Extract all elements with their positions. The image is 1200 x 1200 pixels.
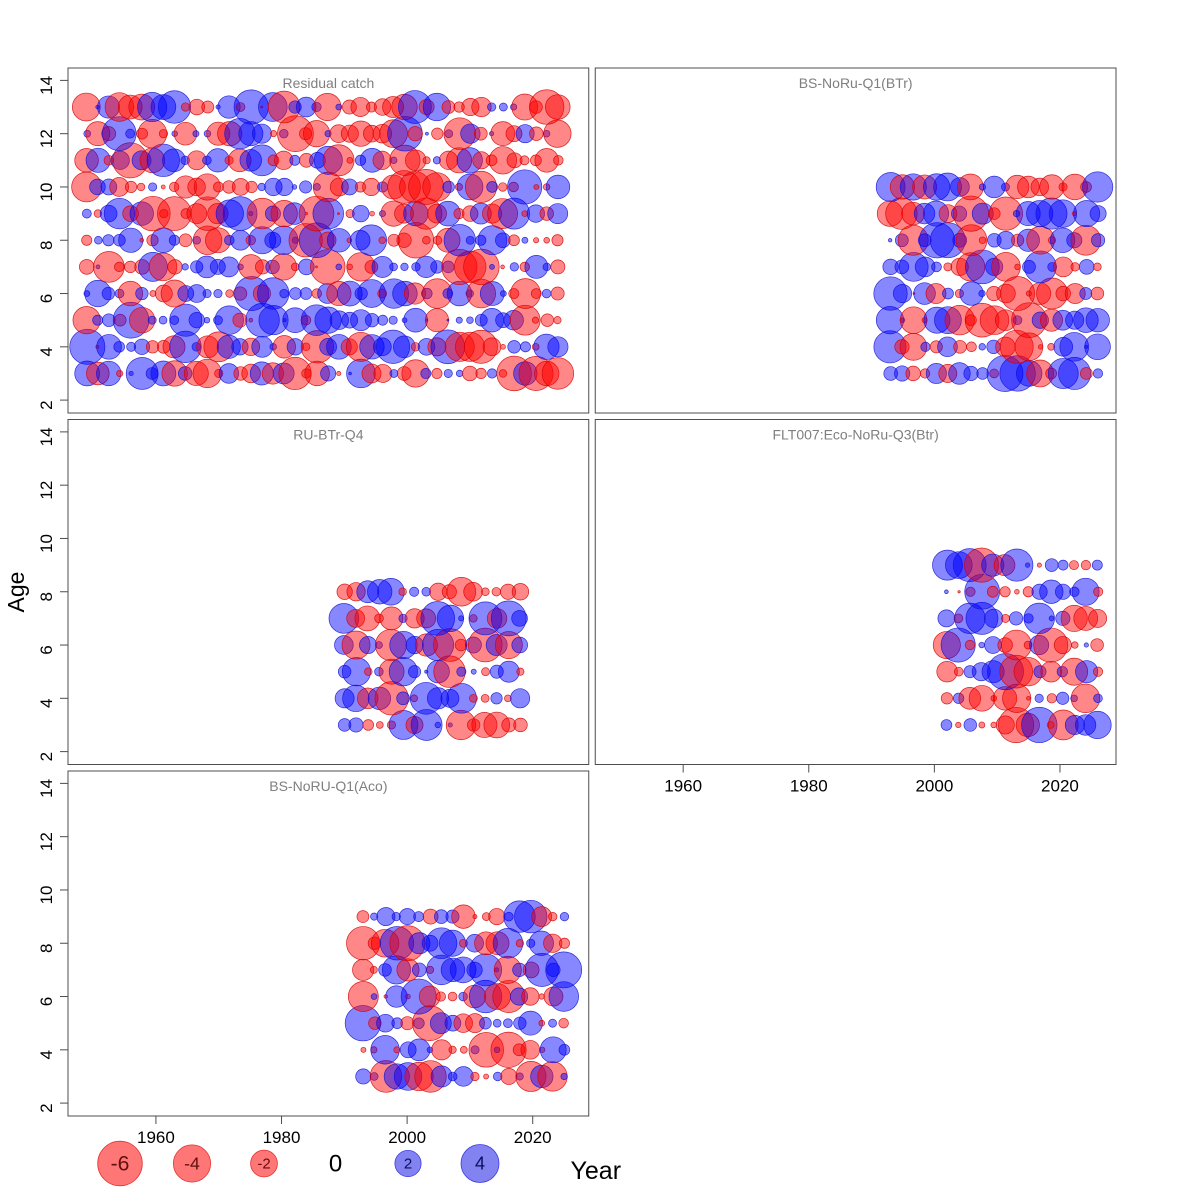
svg-text:6: 6 <box>37 997 56 1006</box>
svg-text:6: 6 <box>37 294 56 303</box>
svg-text:4: 4 <box>37 1050 56 1059</box>
svg-text:8: 8 <box>37 241 56 250</box>
svg-text:1960: 1960 <box>664 777 702 796</box>
svg-text:0: 0 <box>329 1151 342 1178</box>
svg-text:12: 12 <box>37 832 56 851</box>
svg-text:2: 2 <box>37 400 56 409</box>
svg-text:2000: 2000 <box>915 777 953 796</box>
svg-text:10: 10 <box>37 182 56 201</box>
svg-text:8: 8 <box>37 592 56 601</box>
svg-text:RU-BTr-Q4: RU-BTr-Q4 <box>293 427 363 443</box>
svg-text:10: 10 <box>37 534 56 553</box>
svg-text:2: 2 <box>37 752 56 761</box>
svg-text:-4: -4 <box>184 1153 200 1173</box>
svg-text:14: 14 <box>37 76 56 95</box>
svg-text:1980: 1980 <box>263 1128 301 1147</box>
svg-text:-6: -6 <box>111 1152 130 1175</box>
svg-text:8: 8 <box>37 944 56 953</box>
svg-text:FLT007:Eco-NoRu-Q3(Btr): FLT007:Eco-NoRu-Q3(Btr) <box>773 427 939 443</box>
svg-text:1960: 1960 <box>137 1128 175 1147</box>
svg-text:Year: Year <box>571 1157 622 1185</box>
svg-text:6: 6 <box>37 645 56 654</box>
svg-text:4: 4 <box>37 699 56 708</box>
svg-text:2020: 2020 <box>1041 777 1079 796</box>
svg-text:14: 14 <box>37 779 56 798</box>
svg-text:2: 2 <box>404 1155 412 1172</box>
svg-text:-2: -2 <box>257 1155 270 1172</box>
svg-text:Residual catch: Residual catch <box>282 75 374 91</box>
svg-text:10: 10 <box>37 886 56 905</box>
svg-text:BS-NoRu-Q1(BTr): BS-NoRu-Q1(BTr) <box>799 75 913 91</box>
svg-text:12: 12 <box>37 129 56 148</box>
svg-text:4: 4 <box>475 1153 485 1173</box>
svg-text:14: 14 <box>37 427 56 446</box>
svg-text:1980: 1980 <box>790 777 828 796</box>
svg-text:Age: Age <box>3 572 29 613</box>
svg-text:12: 12 <box>37 481 56 500</box>
svg-text:2000: 2000 <box>388 1128 426 1147</box>
svg-text:BS-NoRU-Q1(Aco): BS-NoRU-Q1(Aco) <box>269 778 387 794</box>
svg-text:2020: 2020 <box>514 1128 552 1147</box>
svg-text:4: 4 <box>37 347 56 356</box>
svg-text:2: 2 <box>37 1103 56 1112</box>
